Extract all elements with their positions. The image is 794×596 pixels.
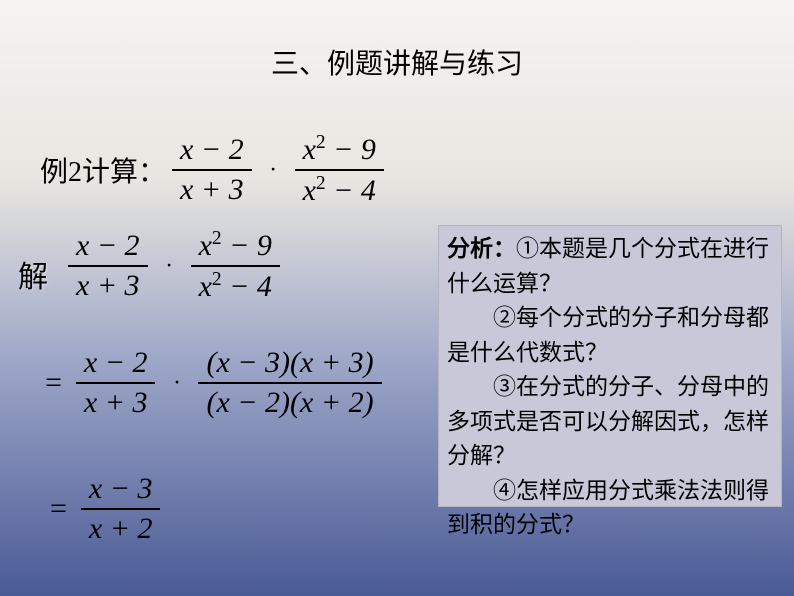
frac-denominator: x2 − 4 xyxy=(191,267,280,306)
frac-denominator: (x − 2)(x + 2) xyxy=(198,384,381,422)
solution-step-3: = x − 3 x + 2 xyxy=(50,470,166,548)
solution-step-1: x − 2 x + 3 · x2 − 9 x2 − 4 xyxy=(62,226,286,306)
frac-denominator: x + 3 xyxy=(76,384,156,422)
step1-fraction-2: x2 − 9 x2 − 4 xyxy=(191,226,280,306)
solution-step-2: = x − 2 x + 3 · (x − 3)(x + 3) (x − 2)(x… xyxy=(45,344,388,422)
analysis-q2: ②每个分式的分子和分母都是什么代数式？ xyxy=(447,301,773,370)
step1-fraction-1: x − 2 x + 3 xyxy=(68,227,148,305)
fraction-1: x − 2 x + 3 xyxy=(172,131,252,209)
step3-fraction: x − 3 x + 2 xyxy=(81,470,161,548)
frac1-numerator: x − 2 xyxy=(172,131,252,169)
frac-numerator: x2 − 9 xyxy=(191,226,280,265)
frac-numerator: x − 2 xyxy=(68,227,148,265)
multiply-dot: · xyxy=(169,370,185,396)
section-title: 三、例题讲解与练习 xyxy=(0,0,794,82)
problem-statement: 例2计算： x − 2 x + 3 · x2 − 9 x2 − 4 xyxy=(40,130,390,210)
problem-label: 例2计算： xyxy=(40,150,166,190)
frac-denominator: x + 2 xyxy=(81,510,161,548)
step2-fraction-1: x − 2 x + 3 xyxy=(76,344,156,422)
frac1-denominator: x + 3 xyxy=(172,171,252,209)
problem-expression: x − 2 x + 3 · x2 − 9 x2 − 4 xyxy=(166,130,390,210)
frac2-numerator: x2 − 9 xyxy=(295,130,384,169)
frac-numerator: (x − 3)(x + 3) xyxy=(198,344,381,382)
frac-numerator: x − 3 xyxy=(81,470,161,508)
equals-sign: = xyxy=(50,492,67,526)
multiply-dot: · xyxy=(265,157,281,183)
multiply-dot: · xyxy=(161,253,177,279)
fraction-2: x2 − 9 x2 − 4 xyxy=(295,130,384,210)
analysis-label: 分析： xyxy=(447,236,516,261)
step2-fraction-2: (x − 3)(x + 3) (x − 2)(x + 2) xyxy=(198,344,381,422)
analysis-panel: 分析：①本题是几个分式在进行什么运算？ ②每个分式的分子和分母都是什么代数式？ … xyxy=(438,225,782,507)
frac2-denominator: x2 − 4 xyxy=(295,171,384,210)
solution-label: 解 xyxy=(18,252,48,296)
frac-numerator: x − 2 xyxy=(76,344,156,382)
analysis-q3: ③在分式的分子、分母中的多项式是否可以分解因式，怎样分解？ xyxy=(447,370,773,474)
frac-denominator: x + 3 xyxy=(68,267,148,305)
equals-sign: = xyxy=(45,366,62,400)
analysis-q4: ④怎样应用分式乘法法则得到积的分式？ xyxy=(447,474,773,543)
